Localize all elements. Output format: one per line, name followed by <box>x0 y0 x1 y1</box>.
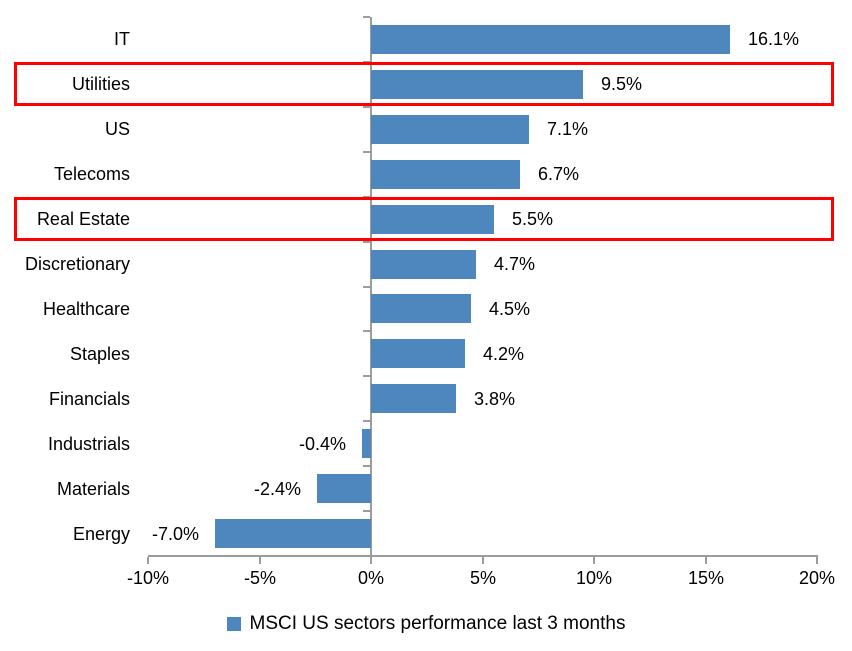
value-label: 4.7% <box>494 254 536 274</box>
category-tick <box>363 330 370 332</box>
category-tick <box>363 241 370 243</box>
legend: MSCI US sectors performance last 3 month… <box>0 613 852 635</box>
value-label: 4.2% <box>483 344 525 364</box>
value-label: 3.8% <box>474 389 516 409</box>
value-label: 7.1% <box>547 119 589 139</box>
value-label: 5.5% <box>512 209 554 229</box>
category-tick <box>363 286 370 288</box>
category-tick <box>363 16 370 18</box>
x-axis-tick <box>816 557 818 564</box>
value-label: 6.7% <box>538 164 580 184</box>
category-label: Energy <box>72 524 130 544</box>
legend-label: MSCI US sectors performance last 3 month… <box>249 613 626 634</box>
highlight-box <box>14 197 834 241</box>
bar <box>371 25 730 54</box>
bar <box>371 205 494 234</box>
category-tick <box>363 420 370 422</box>
bar <box>371 384 456 413</box>
x-tick-label: 5% <box>469 568 496 588</box>
y-axis-line <box>370 17 372 562</box>
x-axis-tick <box>147 557 149 564</box>
x-tick-label: 10% <box>575 568 613 588</box>
category-tick <box>363 465 370 467</box>
category-label: US <box>104 119 130 139</box>
category-tick <box>363 510 370 512</box>
category-label: Industrials <box>47 434 130 454</box>
category-label: Real Estate <box>36 209 130 229</box>
category-label: IT <box>114 29 130 49</box>
category-label: Telecoms <box>53 164 130 184</box>
category-label: Financials <box>48 389 130 409</box>
highlight-box <box>14 62 834 106</box>
bar <box>215 519 371 548</box>
x-tick-label: 0% <box>357 568 384 588</box>
category-label: Healthcare <box>42 299 130 319</box>
bar <box>371 115 529 144</box>
x-axis-tick <box>593 557 595 564</box>
x-axis-tick <box>705 557 707 564</box>
category-label: Utilities <box>71 74 130 94</box>
bar <box>371 250 476 279</box>
value-label: -7.0% <box>151 524 199 544</box>
value-label: -2.4% <box>253 479 301 499</box>
bar <box>317 474 371 503</box>
bar <box>362 429 371 458</box>
x-tick-label: -10% <box>126 568 170 588</box>
x-axis-tick <box>482 557 484 564</box>
category-label: Staples <box>69 344 130 364</box>
x-tick-label: 15% <box>687 568 725 588</box>
bar <box>371 70 583 99</box>
value-label: 9.5% <box>601 74 643 94</box>
category-tick <box>363 151 370 153</box>
bar <box>371 339 465 368</box>
category-label: Materials <box>56 479 130 499</box>
bar <box>371 294 471 323</box>
x-tick-label: 20% <box>798 568 836 588</box>
bar <box>371 160 520 189</box>
x-axis-line <box>148 555 818 557</box>
category-label: Discretionary <box>24 254 130 274</box>
legend-swatch-icon <box>226 617 241 631</box>
x-tick-label: -5% <box>243 568 276 588</box>
category-tick <box>363 106 370 108</box>
x-axis-tick <box>259 557 261 564</box>
category-tick <box>363 375 370 377</box>
value-label: 16.1% <box>748 29 800 49</box>
value-label: 4.5% <box>489 299 531 319</box>
x-axis-tick <box>370 557 372 564</box>
value-label: -0.4% <box>298 434 346 454</box>
